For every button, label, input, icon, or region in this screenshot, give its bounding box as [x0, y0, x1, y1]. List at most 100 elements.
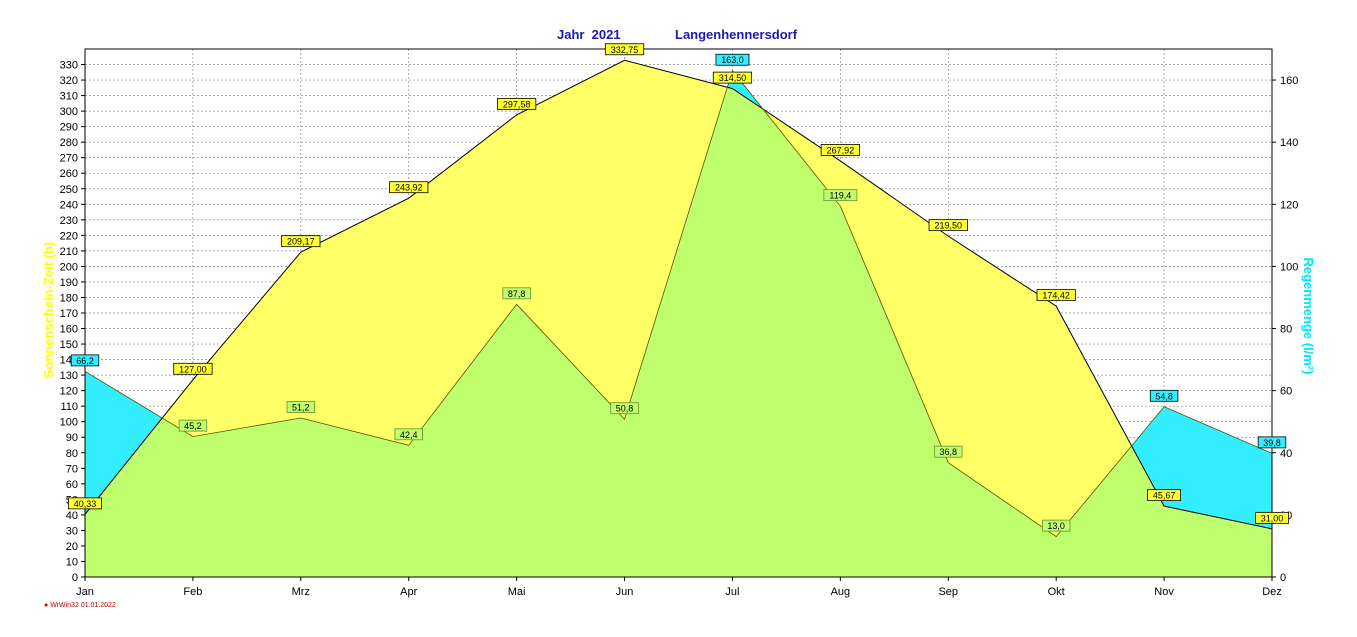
- right-axis-tick-label: 0: [1280, 572, 1286, 584]
- footer-date: 01.01.2022: [80, 602, 116, 609]
- data-label-box: [178, 419, 208, 432]
- rain-value-label: 36,8: [934, 445, 963, 458]
- right-axis-tick-label: 60: [1280, 386, 1292, 398]
- data-label-text: 54,8: [1155, 391, 1173, 401]
- right-axis-tick-label: 100: [1280, 261, 1298, 273]
- left-axis-tick-label: 330: [60, 60, 78, 72]
- data-label-text: 40,33: [74, 499, 97, 509]
- rain-value-label: 50,8: [610, 402, 639, 415]
- left-axis-tick-label: 80: [66, 448, 78, 460]
- x-axis-tick-label: Mrz: [292, 586, 310, 598]
- rain-value-label: 51,2: [286, 401, 316, 413]
- rain-line: [84, 69, 1273, 538]
- left-axis-tick-label: 180: [60, 292, 78, 304]
- data-label-box: [610, 402, 639, 415]
- left-axis-tick-label: 0: [72, 572, 78, 584]
- rain-value-label: 119,4: [823, 189, 858, 202]
- sunshine-value-label: 40,33: [68, 497, 102, 510]
- sunshine-value-label: 45,67: [1147, 489, 1181, 501]
- left-axis-tick-label: 200: [60, 261, 78, 273]
- data-label-box: [281, 235, 321, 248]
- footer-credit: ● WrWin32 01.01.2022: [44, 602, 116, 609]
- sunshine-value-label: 174,42: [1036, 289, 1076, 302]
- left-axis-tick-label: 110: [60, 401, 78, 413]
- sunshine-value-label: 31,00: [1255, 511, 1289, 524]
- data-label-box: [1147, 489, 1181, 501]
- left-axis-tick-label: 170: [60, 308, 78, 320]
- overlap-area: [85, 70, 1272, 577]
- left-axis-tick-label: 210: [60, 246, 78, 258]
- left-axis-tick-label: 20: [66, 541, 78, 553]
- data-label-text: 297,58: [503, 99, 531, 109]
- sunshine-line: [84, 59, 1273, 530]
- data-label-box: [604, 43, 645, 56]
- data-label-box: [70, 354, 100, 367]
- data-label-text: 87,8: [508, 289, 526, 299]
- rain-value-label: 54,8: [1149, 389, 1179, 402]
- x-axis-tick-label: Nov: [1154, 586, 1174, 598]
- left-axis-tick-label: 10: [66, 556, 78, 568]
- data-label-text: 127,00: [179, 364, 207, 374]
- x-axis-tick-label: Apr: [400, 586, 417, 598]
- data-label-text: 174,42: [1042, 291, 1070, 301]
- left-axis-tick-label: 230: [60, 215, 78, 227]
- left-axis-tick-label: 130: [60, 370, 78, 382]
- data-label-box: [394, 428, 423, 441]
- data-label-box: [715, 53, 750, 66]
- rain-value-label: 42,4: [394, 428, 423, 441]
- data-label-text: 42,4: [400, 430, 418, 440]
- data-label-text: 332,75: [611, 45, 639, 55]
- left-axis-tick-label: 250: [60, 184, 78, 196]
- data-label-box: [1257, 436, 1287, 449]
- rain-value-label: 45,2: [178, 419, 208, 432]
- data-label-box: [68, 497, 102, 510]
- data-label-box: [823, 189, 858, 202]
- data-label-box: [934, 445, 963, 458]
- left-axis-tick-label: 40: [66, 510, 78, 522]
- left-axis-tick-label: 240: [60, 199, 78, 211]
- data-label-text: 119,4: [829, 191, 851, 201]
- data-label-text: 163,0: [721, 55, 744, 65]
- data-areas: [84, 59, 1273, 578]
- sunshine-value-label: 243,92: [389, 181, 429, 194]
- rain-value-label: 13,0: [1041, 519, 1071, 532]
- x-axis-tick-label: Jan: [76, 586, 94, 598]
- rain-value-label: 39,8: [1257, 436, 1287, 449]
- right-axis-title: Regenmenge (l/m²): [1301, 257, 1316, 374]
- left-axis-tick-label: 300: [60, 106, 78, 118]
- data-label-text: 36,8: [940, 447, 958, 457]
- x-axis-tick-label: Mai: [508, 586, 526, 598]
- sunshine-value-label: 332,75: [604, 43, 645, 56]
- left-axis-tick-label: 310: [60, 91, 78, 103]
- left-axis-tick-label: 70: [66, 463, 78, 475]
- data-label-box: [1041, 519, 1071, 532]
- left-axis-tick-label: 290: [60, 122, 78, 134]
- sunshine-value-label: 219,50: [928, 219, 968, 232]
- data-labels: 40,33 127,00 209,17 243,92 297,58 332,75 314,5…: [68, 43, 1289, 532]
- data-label-text: 243,92: [395, 183, 423, 193]
- sunshine-value-label: 297,58: [497, 97, 537, 110]
- data-label-text: 66,2: [76, 356, 94, 366]
- left-axis-tick-label: 60: [66, 479, 78, 491]
- left-axis-tick-label: 270: [60, 153, 78, 165]
- left-axis-tick-label: 100: [60, 417, 78, 429]
- chart-title-year: Jahr 2021: [557, 27, 621, 42]
- left-axis-tick-label: 30: [66, 525, 78, 537]
- data-label-text: 39,8: [1263, 438, 1281, 448]
- sunshine-value-label: 314,50: [712, 71, 753, 84]
- data-label-text: 31,00: [1261, 513, 1284, 523]
- data-label-text: 219,50: [935, 221, 963, 231]
- left-axis-tick-label: 160: [60, 324, 78, 336]
- right-axis-tick-label: 160: [1280, 75, 1298, 87]
- x-axis-tick-label: Okt: [1048, 586, 1065, 598]
- x-axis-tick-label: Jul: [725, 586, 739, 598]
- left-axis-tick-label: 150: [60, 339, 78, 351]
- rain-value-label: 66,2: [70, 354, 100, 367]
- left-axis-tick-label: 190: [60, 277, 78, 289]
- data-label-text: 314,50: [719, 73, 747, 83]
- data-label-text: 209,17: [287, 237, 315, 247]
- data-label-box: [1149, 389, 1179, 402]
- data-label-text: 45,67: [1153, 491, 1176, 501]
- data-label-text: 45,2: [184, 421, 202, 431]
